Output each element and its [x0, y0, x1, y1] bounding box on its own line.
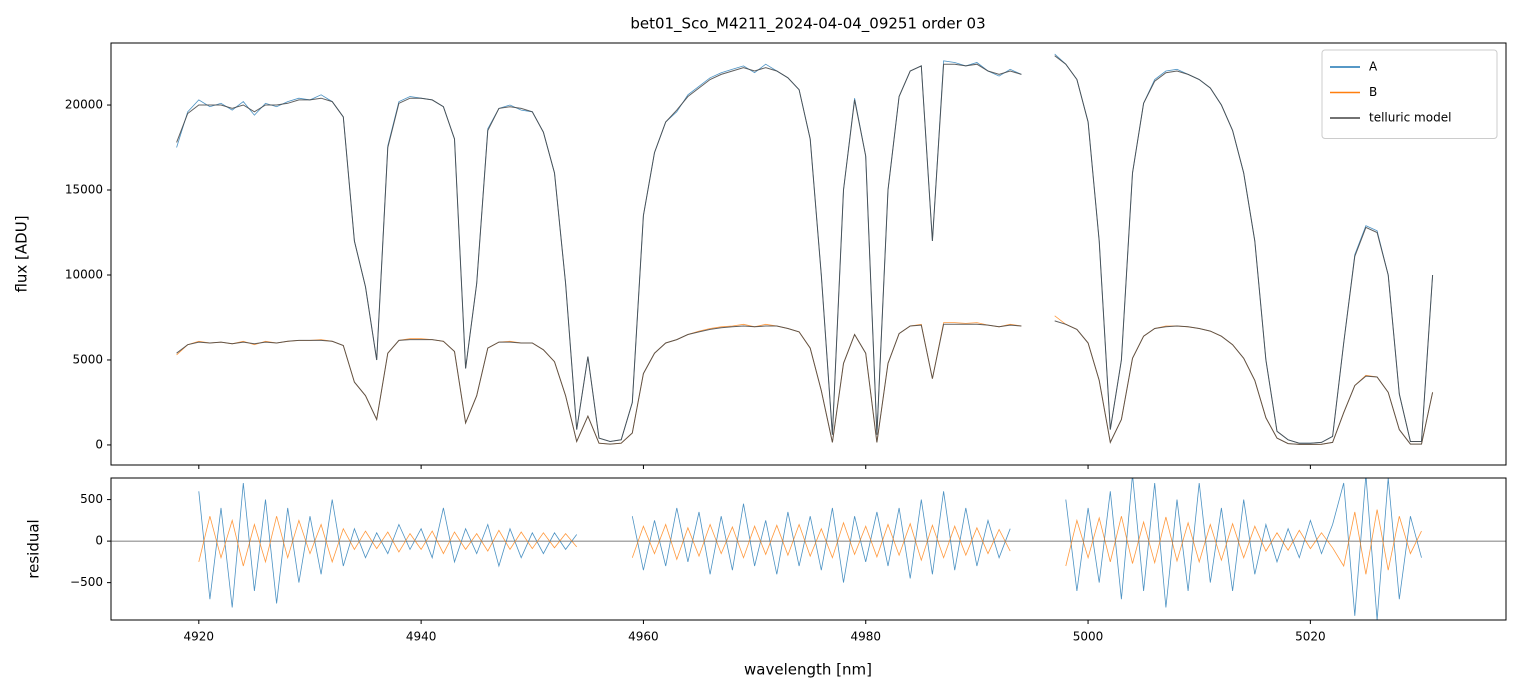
x-tick-label: 4920 [184, 630, 215, 644]
x-tick-label: 4960 [628, 630, 659, 644]
y-tick-label: 500 [80, 492, 103, 506]
x-axis-label: wavelength [nm] [744, 661, 872, 679]
x-tick-label: 4980 [850, 630, 881, 644]
y-tick-label: 0 [95, 534, 103, 548]
legend-label: telluric model [1369, 111, 1451, 125]
y-axis-label: flux [ADU] [13, 215, 31, 292]
axes-frame [110, 477, 1507, 621]
legend-label: B [1369, 85, 1377, 99]
y-tick-label: −500 [70, 575, 103, 589]
y-tick-label: 5000 [72, 352, 103, 366]
x-tick-label: 5020 [1295, 630, 1326, 644]
x-tick-label: 4940 [406, 630, 437, 644]
series-line [176, 315, 1433, 445]
legend-label: A [1369, 60, 1378, 74]
chart-title: bet01_Sco_M4211_2024-04-04_09251 order 0… [630, 15, 985, 34]
series-line [176, 320, 1434, 445]
series-line [198, 509, 1422, 575]
x-tick-label: 5000 [1073, 630, 1104, 644]
y-axis-label: residual [25, 519, 43, 578]
series-line [198, 478, 1422, 620]
legend-box [1321, 49, 1498, 139]
axes-frame [110, 42, 1507, 466]
y-tick-label: 20000 [65, 98, 103, 112]
y-tick-label: 15000 [65, 183, 103, 197]
series-line [176, 55, 1434, 444]
y-tick-label: 0 [95, 437, 103, 451]
y-tick-label: 10000 [65, 267, 103, 281]
